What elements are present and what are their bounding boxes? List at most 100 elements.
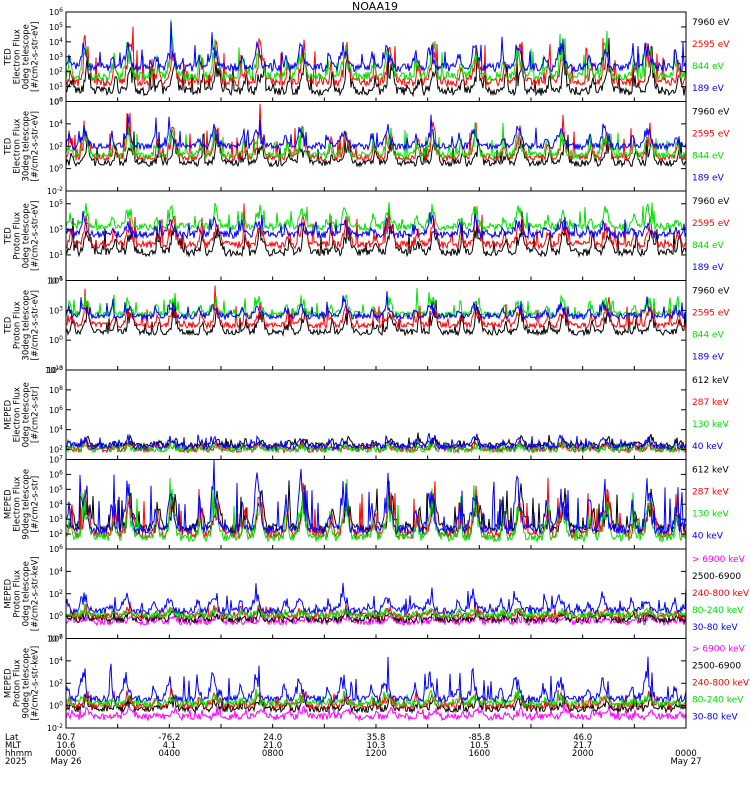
series-blue-trace bbox=[65, 460, 687, 536]
y-tick-label: 106 bbox=[49, 405, 63, 415]
axis-mlt-value: 4.1 bbox=[163, 741, 177, 751]
legend-entry: 30-80 keV bbox=[692, 623, 738, 633]
y-axis-label-line: Proton Flux bbox=[13, 212, 23, 260]
panel-frame bbox=[65, 548, 687, 639]
panel-frame bbox=[65, 11, 687, 102]
y-axis-label-line: 0deg telescope bbox=[22, 561, 32, 626]
y-axis-label-line: 30deg telescope bbox=[22, 111, 32, 182]
axis-mlt-value: 10.6 bbox=[57, 741, 76, 751]
y-axis-label-line: MEPED bbox=[4, 399, 14, 429]
y-tick-label: 102 bbox=[49, 67, 63, 77]
legend-entry: > 6900 keV bbox=[692, 645, 746, 655]
series-green-trace bbox=[65, 19, 687, 82]
axis-date-value: May 27 bbox=[670, 757, 701, 767]
series-red-trace bbox=[65, 285, 687, 330]
y-tick-label: 10-2 bbox=[47, 186, 63, 196]
panel-8: 10-2 100 102 104 106 MEPED Proton Flux 90deg te… bbox=[4, 634, 750, 734]
y-axis-label-line: Electron Flux bbox=[13, 119, 23, 174]
y-tick-label: 107 bbox=[49, 455, 63, 465]
y-axis-label-line: MEPED bbox=[4, 578, 14, 608]
legend-entry: 7960 eV bbox=[692, 108, 730, 118]
legend-entry: 189 eV bbox=[692, 263, 725, 273]
y-tick-label: 106 bbox=[49, 634, 63, 644]
y-tick-label: 101 bbox=[49, 82, 63, 92]
y-axis-label-line: Electron Flux bbox=[13, 29, 23, 84]
legend-entry: 2595 eV bbox=[692, 309, 730, 319]
y-axis-label-line: TED bbox=[4, 316, 14, 335]
legend-entry: 130 keV bbox=[692, 510, 729, 520]
y-tick-label: 102 bbox=[49, 678, 63, 688]
panel-5: 102 104 106 108 1010 MEPED Electron Flux 0deg t… bbox=[4, 365, 729, 460]
panel-7: 10-2 100 102 104 106 MEPED Proton Flux 0deg tel… bbox=[4, 544, 750, 644]
series-blue-trace bbox=[65, 21, 687, 74]
y-tick-label: 105 bbox=[49, 22, 63, 32]
y-tick-label: 10-2 bbox=[47, 723, 63, 733]
y-axis-label-line: Proton Flux bbox=[13, 570, 23, 618]
series-black-trace bbox=[65, 607, 687, 625]
legend-entry: 40 keV bbox=[692, 442, 724, 452]
y-tick-label: 102 bbox=[49, 445, 63, 455]
y-tick-label: 1010 bbox=[45, 365, 63, 375]
legend-entry: 2500-6900 bbox=[692, 662, 741, 672]
y-axis-label-line: Electron Flux bbox=[13, 477, 23, 532]
y-tick-label: 104 bbox=[49, 566, 63, 576]
axis-date-value: May 26 bbox=[50, 757, 81, 767]
y-tick-label: 106 bbox=[49, 97, 63, 107]
y-tick-label: 106 bbox=[49, 276, 63, 286]
axis-row-label: hhmm bbox=[5, 749, 32, 759]
series-red-trace bbox=[65, 477, 687, 541]
legend-entry: 612 keV bbox=[692, 466, 729, 476]
y-axis-label-line: TED bbox=[4, 227, 14, 246]
y-axis-label-line: TED bbox=[4, 48, 14, 67]
series-red-trace bbox=[65, 203, 687, 251]
y-axis-label-line: MEPED bbox=[4, 668, 14, 698]
legend-entry: 844 eV bbox=[692, 241, 725, 251]
y-tick-label: 10-3 bbox=[47, 365, 63, 375]
y-axis-label-line: [#/cm2-s-str-eV] bbox=[31, 22, 41, 92]
series-blue-trace bbox=[65, 656, 687, 705]
y-axis-label-line: 0deg telescope bbox=[22, 382, 32, 447]
y-axis-label-line: [#/cm2-s-str-eV] bbox=[31, 290, 41, 360]
y-axis-label-line: [#/cm2-s-str-keV] bbox=[31, 556, 41, 631]
axis-lat-value: 24.0 bbox=[263, 733, 282, 743]
series-blue-trace bbox=[65, 582, 687, 616]
y-tick-label: 104 bbox=[49, 119, 63, 129]
y-tick-label: 101 bbox=[49, 250, 63, 260]
legend-entry: 7960 eV bbox=[692, 18, 730, 28]
y-axis-label-line: 0deg telescope bbox=[22, 203, 32, 268]
legend-entry: 80-240 keV bbox=[692, 696, 744, 706]
series-black-trace bbox=[65, 296, 687, 337]
y-tick-label: 104 bbox=[49, 425, 63, 435]
series-blue-trace bbox=[65, 432, 687, 452]
y-tick-label: 105 bbox=[49, 199, 63, 209]
y-tick-label: 108 bbox=[49, 385, 63, 395]
legend-entry: > 6900 keV bbox=[692, 555, 746, 565]
series-blue-trace bbox=[65, 291, 687, 322]
series-black-trace bbox=[65, 480, 687, 535]
legend-entry: 2595 eV bbox=[692, 40, 730, 50]
y-tick-label: 104 bbox=[49, 37, 63, 47]
y-axis-label-line: [#/cm2-s-str] bbox=[31, 386, 41, 443]
figure-title: NOAA19 bbox=[351, 0, 399, 13]
panel-3: 10-1 101 103 105 TED Proton Flux 0deg telescop… bbox=[4, 190, 730, 286]
y-tick-label: 104 bbox=[49, 499, 63, 509]
axis-row-label: 2025 bbox=[5, 757, 27, 767]
y-tick-label: 100 bbox=[49, 701, 63, 711]
series-blue-trace bbox=[65, 210, 687, 241]
axis-lat-value: 46.0 bbox=[573, 733, 592, 743]
y-tick-label: 104 bbox=[49, 656, 63, 666]
series-black-trace bbox=[65, 37, 687, 98]
y-axis-label-line: [#/cm2-s-str-keV] bbox=[31, 646, 41, 721]
axis-lat-value: -76.2 bbox=[158, 733, 180, 743]
axis-mlt-value: 21.7 bbox=[573, 741, 592, 751]
series-green-trace bbox=[65, 202, 687, 233]
y-axis-label-line: Proton Flux bbox=[13, 301, 23, 349]
y-axis-label-line: TED bbox=[4, 137, 14, 156]
legend-entry: 240-800 keV bbox=[692, 589, 750, 599]
series-green-trace bbox=[65, 122, 687, 161]
axis-hhmm-value: 0000 bbox=[55, 749, 77, 759]
y-tick-label: 102 bbox=[49, 589, 63, 599]
y-axis-label-line: [#/cm2-s-str] bbox=[31, 476, 41, 533]
legend-entry: 2595 eV bbox=[692, 219, 730, 229]
